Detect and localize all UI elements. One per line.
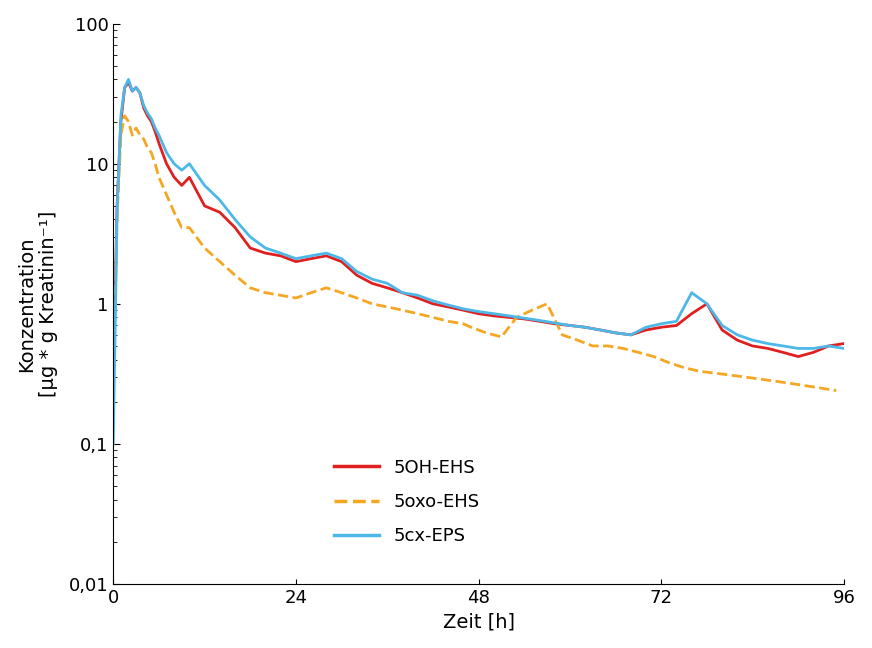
X-axis label: Zeit [h]: Zeit [h] [443, 612, 514, 631]
Line: 5oxo-EHS: 5oxo-EHS [113, 116, 836, 391]
5oxo-EHS [108, 380, 119, 388]
5oxo-EHS [184, 224, 194, 231]
5cx-EPS [839, 345, 849, 353]
5OH-EHS [839, 340, 849, 347]
5cx-EPS [519, 314, 529, 322]
Legend: 5OH-EHS, 5oxo-EHS, 5cx-EPS: 5OH-EHS, 5oxo-EHS, 5cx-EPS [327, 452, 487, 553]
5OH-EHS [123, 78, 133, 86]
5oxo-EHS [119, 112, 130, 120]
5cx-EPS [150, 124, 160, 132]
5cx-EPS [123, 76, 133, 84]
5OH-EHS [184, 174, 194, 181]
5cx-EPS [108, 440, 119, 448]
Y-axis label: Konzentration
[µg * g Kreatinin⁻¹]: Konzentration [µg * g Kreatinin⁻¹] [17, 211, 58, 397]
5cx-EPS [215, 196, 225, 204]
5cx-EPS [260, 244, 270, 252]
5cx-EPS [184, 160, 194, 168]
5oxo-EHS [245, 284, 255, 292]
5OH-EHS [215, 209, 225, 216]
5oxo-EHS [511, 314, 521, 321]
5oxo-EHS [150, 160, 160, 168]
5oxo-EHS [215, 258, 225, 266]
5oxo-EHS [260, 289, 270, 297]
5OH-EHS [245, 244, 255, 252]
Line: 5OH-EHS: 5OH-EHS [113, 82, 844, 384]
Line: 5cx-EPS: 5cx-EPS [113, 80, 844, 444]
5OH-EHS [108, 380, 119, 388]
5OH-EHS [519, 315, 529, 323]
5cx-EPS [245, 233, 255, 241]
5OH-EHS [150, 128, 160, 135]
5oxo-EHS [831, 387, 841, 395]
5OH-EHS [260, 249, 270, 257]
